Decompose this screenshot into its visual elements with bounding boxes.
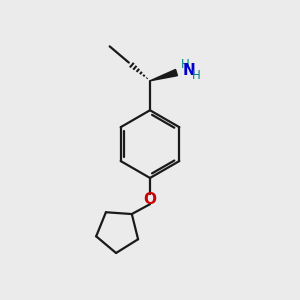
Polygon shape [150, 70, 178, 81]
Text: H: H [192, 69, 200, 82]
Text: H: H [181, 58, 190, 71]
Text: N: N [182, 63, 195, 78]
Text: O: O [143, 192, 157, 207]
